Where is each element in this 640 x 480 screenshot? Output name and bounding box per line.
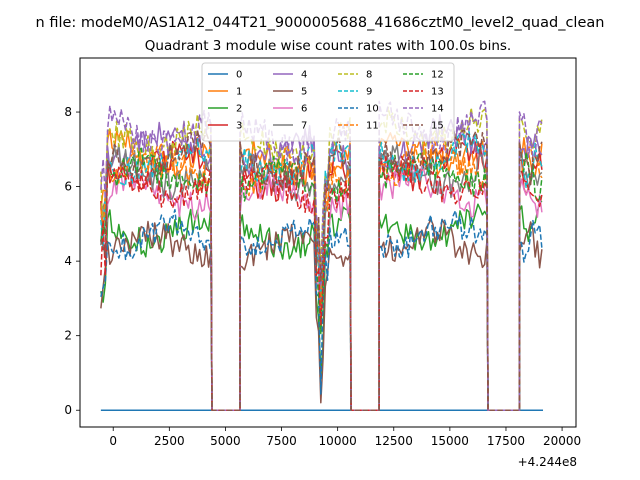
legend-label-3: 3 bbox=[236, 121, 242, 132]
x-tick-label: 10000 bbox=[319, 434, 357, 448]
legend-label-7: 7 bbox=[301, 121, 307, 132]
legend-frame bbox=[201, 62, 455, 142]
y-tick-label: 8 bbox=[64, 105, 72, 119]
series-line-5 bbox=[100, 218, 543, 411]
legend-label-4: 4 bbox=[301, 70, 307, 81]
legend-label-14: 14 bbox=[431, 104, 444, 115]
x-axis-ticks: 0 2500 5000 7500 10000 12500 15000 17500 20000 bbox=[109, 427, 581, 448]
legend-label-11: 11 bbox=[366, 121, 379, 132]
series-line-2 bbox=[100, 200, 543, 411]
legend-label-6: 6 bbox=[301, 104, 307, 115]
x-tick-label: 20000 bbox=[543, 434, 581, 448]
x-tick-label: 12500 bbox=[375, 434, 413, 448]
x-tick-label: 5000 bbox=[210, 434, 241, 448]
legend-label-1: 1 bbox=[236, 87, 242, 98]
chart-title: Quadrant 3 module wise count rates with … bbox=[145, 38, 511, 54]
y-tick-label: 0 bbox=[64, 403, 72, 417]
x-tick-label: 0 bbox=[109, 434, 117, 448]
legend-label-0: 0 bbox=[236, 70, 242, 81]
series-line-10 bbox=[100, 209, 543, 411]
x-tick-label: 2500 bbox=[154, 434, 185, 448]
x-offset-label: +4.244e8 bbox=[518, 455, 577, 469]
series-line-12 bbox=[100, 147, 543, 411]
legend-label-10: 10 bbox=[366, 104, 379, 115]
chart-suptitle: n file: modeM0/AS1A12_044T21_9000005688_… bbox=[36, 15, 605, 31]
legend-label-12: 12 bbox=[431, 70, 444, 81]
x-tick-label: 17500 bbox=[487, 434, 525, 448]
legend-label-5: 5 bbox=[301, 87, 307, 98]
series-line-11 bbox=[100, 136, 543, 411]
y-axis-ticks: 0 2 4 6 8 bbox=[64, 105, 80, 417]
y-tick-label: 2 bbox=[64, 329, 72, 343]
legend-label-2: 2 bbox=[236, 104, 242, 115]
series-line-13 bbox=[100, 155, 543, 411]
series-layer bbox=[100, 100, 544, 411]
x-tick-label: 15000 bbox=[431, 434, 469, 448]
series-line-7 bbox=[100, 143, 543, 411]
plot-frame bbox=[79, 57, 577, 428]
x-tick-label: 7500 bbox=[266, 434, 297, 448]
legend-label-13: 13 bbox=[431, 87, 444, 98]
y-tick-label: 6 bbox=[64, 180, 72, 194]
legend-label-15: 15 bbox=[431, 121, 444, 132]
legend-label-8: 8 bbox=[366, 70, 372, 81]
legend-label-9: 9 bbox=[366, 87, 372, 98]
y-tick-label: 4 bbox=[64, 254, 72, 268]
